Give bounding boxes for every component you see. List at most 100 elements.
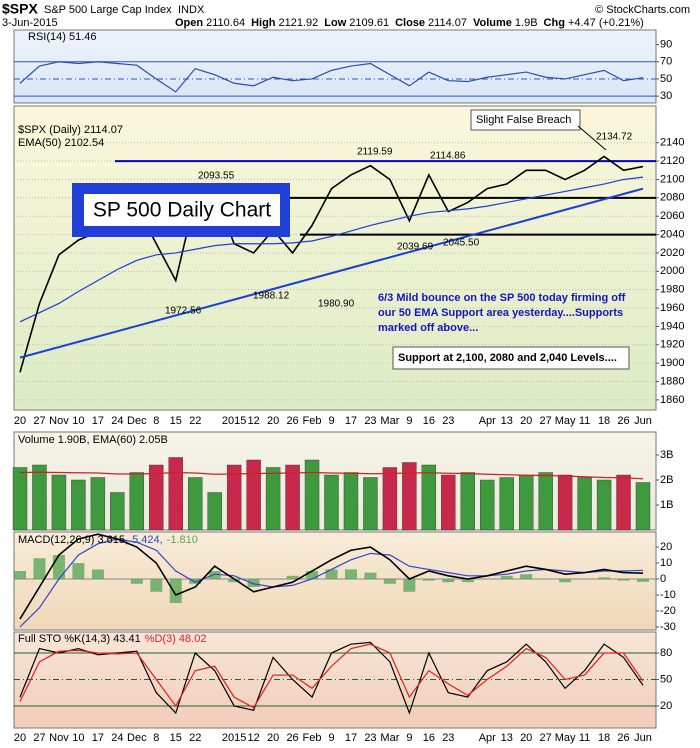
y-tick-label: 1B — [660, 499, 673, 511]
histogram-bar — [383, 579, 396, 584]
x-tick-label: 10 — [72, 732, 84, 744]
quote-label: Volume — [473, 17, 512, 29]
histogram-bar — [306, 571, 319, 580]
x-tick-label: 26 — [286, 732, 298, 744]
volume-bar — [441, 474, 456, 531]
volume-bar — [71, 479, 86, 531]
x-tick-label: 17 — [92, 732, 104, 744]
volume-bar — [635, 482, 651, 531]
volume-bar — [226, 464, 242, 531]
x-tick-label: 17 — [345, 732, 357, 744]
x-tick-label: 17 — [345, 415, 357, 427]
y-tick-label: 1980 — [660, 284, 684, 296]
volume-bar — [382, 467, 398, 531]
y-tick-label: 90 — [660, 39, 672, 51]
x-tick-label: 20 — [267, 415, 279, 427]
x-tick-label: Jun — [634, 415, 652, 427]
legend: MACD(12,26,9) 3.615, 5.424, -1.810 — [18, 534, 198, 546]
volume-bar — [246, 459, 261, 531]
x-tick-label: Apr — [479, 732, 496, 744]
quote-label: Open — [175, 17, 203, 29]
series-line — [19, 533, 644, 620]
histogram-bar — [169, 579, 182, 603]
x-tick-label: Dec — [127, 415, 147, 427]
volume-bar — [363, 477, 378, 531]
y-tick-label: 50 — [660, 73, 672, 85]
x-tick-label: 24 — [111, 415, 123, 427]
breach-label: Slight False Breach — [476, 114, 571, 126]
x-tick-label: 16 — [423, 732, 435, 744]
quote-value: 2121.92 — [279, 17, 319, 29]
histogram-bar — [598, 577, 611, 580]
note-line: 6/3 Mild bounce on the SP 500 today firm… — [378, 292, 626, 304]
x-tick-label: 18 — [598, 415, 610, 427]
histogram-bar — [461, 579, 474, 583]
copyright: © StockCharts.com — [595, 4, 690, 16]
x-tick-label: 9 — [406, 415, 412, 427]
x-tick-label: Dec — [127, 732, 147, 744]
x-tick-label: 23 — [442, 732, 454, 744]
arrow — [577, 125, 607, 151]
volume-bar — [265, 467, 281, 531]
histogram-bar — [150, 579, 163, 592]
panel-title: Volume 1.90B, EMA(60) 2.05B — [18, 434, 168, 446]
price-label: 2134.72 — [596, 132, 633, 143]
panel-title: RSI(14) 51.46 — [28, 31, 96, 43]
x-tick-label: 24 — [111, 732, 123, 744]
histogram-bar — [617, 579, 630, 581]
x-tick-label: 15 — [170, 732, 182, 744]
volume-bar — [538, 472, 553, 531]
x-tick-label: 20 — [14, 415, 26, 427]
volume-bar — [110, 492, 125, 531]
y-tick-label: 3B — [660, 449, 673, 461]
y-tick-label: 2120 — [660, 155, 684, 167]
y-tick-label: 30 — [660, 90, 672, 102]
quote-label: Low — [324, 17, 346, 29]
x-tick-label: 18 — [598, 732, 610, 744]
x-tick-label: 9 — [406, 732, 412, 744]
x-tick-label: 11 — [579, 415, 590, 427]
volume-bar — [343, 472, 359, 531]
series-line — [19, 643, 644, 709]
histogram-bar — [403, 579, 416, 592]
y-tick-label: 2080 — [660, 192, 684, 204]
series-line — [19, 176, 644, 323]
x-tick-label: 27 — [33, 732, 45, 744]
y-tick-label: 2140 — [660, 137, 684, 149]
x-tick-label: 27 — [540, 415, 552, 427]
histogram-bar — [189, 579, 202, 584]
x-tick-label: 23 — [364, 732, 376, 744]
histogram-bar — [247, 579, 260, 587]
volume-bar — [285, 464, 300, 531]
volume-bar — [557, 474, 573, 531]
quote-value: +4.47 (+0.21%) — [568, 17, 644, 29]
x-tick-label: 23 — [364, 415, 376, 427]
price-label: 1988.12 — [253, 291, 290, 302]
symbol: $SPX — [2, 1, 38, 17]
panel-bg — [13, 29, 657, 104]
x-tick-label: 20 — [267, 732, 279, 744]
volume-bar — [499, 477, 514, 531]
quote-value: 2114.07 — [428, 17, 467, 29]
histogram-bar — [91, 569, 104, 580]
volume-bar — [129, 472, 145, 531]
x-tick-label: 10 — [72, 415, 84, 427]
x-tick-label: May — [555, 415, 576, 427]
x-tick-label: 20 — [14, 732, 26, 744]
quote-value: 2110.64 — [206, 17, 245, 29]
price-label: 2045.50 — [443, 238, 480, 249]
x-tick-label: 26 — [617, 732, 629, 744]
price-label: 1972.56 — [165, 306, 202, 317]
breach-box — [470, 109, 581, 131]
x-tick-label: Feb — [303, 415, 322, 427]
histogram-bar — [520, 574, 533, 580]
volume-bar — [577, 477, 592, 531]
volume-bar — [402, 462, 417, 531]
y-tick-label: 2060 — [660, 210, 684, 222]
histogram-bar — [72, 563, 85, 580]
histogram-bar — [52, 555, 65, 580]
security-name: S&P 500 Large Cap Index — [44, 4, 172, 16]
x-tick-label: 20 — [520, 415, 532, 427]
